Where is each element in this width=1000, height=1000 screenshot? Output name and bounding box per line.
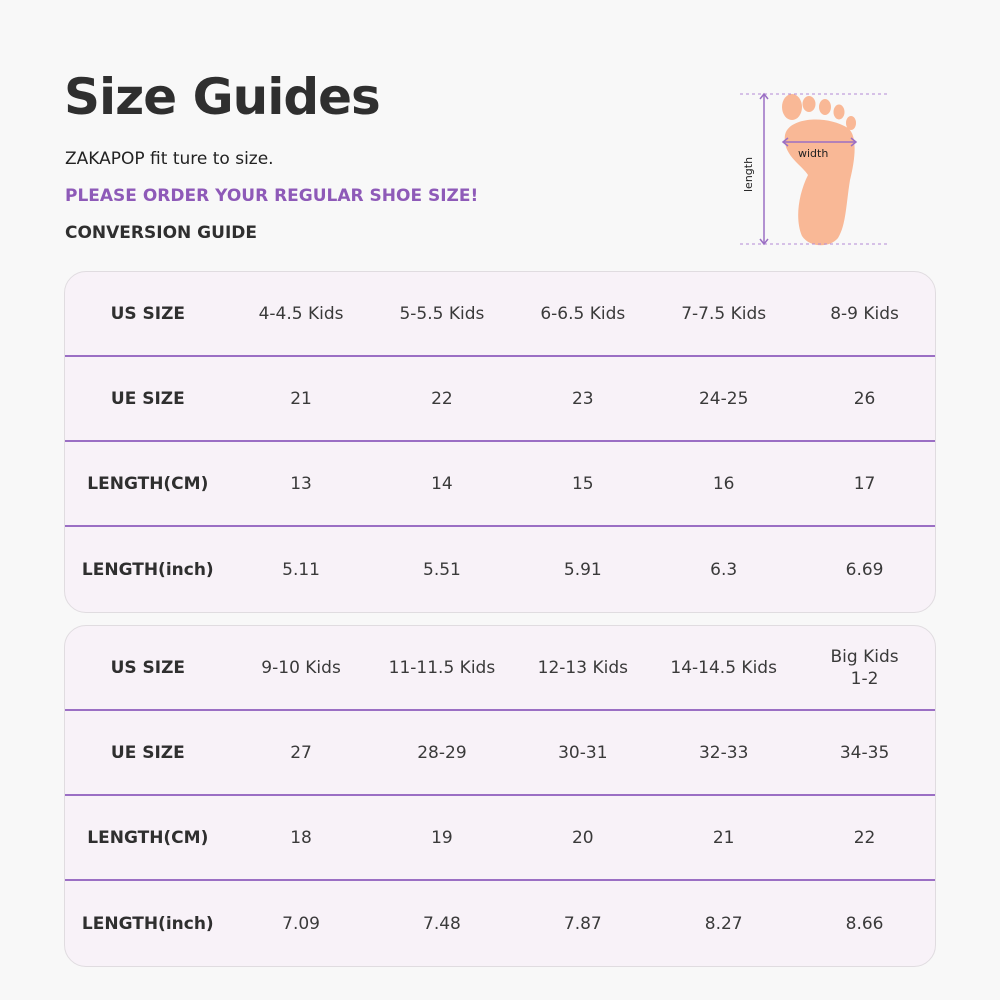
table-row: LENGTH(CM) 18 19 20 21 22 [65,796,935,881]
table-cell: 12-13 Kids [537,657,628,678]
table-cell: 26 [853,388,876,409]
size-table-1: US SIZE 4-4.5 Kids 5-5.5 Kids 6-6.5 Kids 7-7… [64,271,936,613]
table-cell: 20 [571,827,594,848]
size-table-2: US SIZE 9-10 Kids 11-11.5 Kids 12-13 Kids 14… [64,625,936,967]
table-cell: 6-6.5 Kids [540,303,626,324]
table-cell: 15 [571,473,594,494]
row-label: UE SIZE [110,388,185,409]
order-notice: PLEASE ORDER YOUR REGULAR SHOE SIZE! [65,186,479,206]
table-cell: 16 [712,473,735,494]
section-heading: CONVERSION GUIDE [65,223,257,243]
table-row: UE SIZE 21 22 23 24-25 26 [65,357,935,442]
table-cell: 7.87 [563,913,602,934]
length-label: length [742,157,755,192]
row-label: LENGTH(inch) [81,913,214,934]
table-cell: 5.11 [282,559,320,580]
row-label: US SIZE [110,303,186,324]
table-cell: 28-29 [417,742,467,763]
table-cell: 7.09 [282,913,320,934]
page-title: Size Guides [64,68,381,126]
table-cell: 14-14.5 Kids [670,657,777,678]
foot-measurement-diagram: width length [740,92,890,246]
table-row: LENGTH(inch) 5.11 5.51 5.91 6.3 6.69 [65,527,935,612]
table-cell: 34-35 [839,742,890,763]
table-cell: 14 [431,473,453,494]
table-cell: 5.51 [423,559,461,580]
table-cell: 7.48 [423,913,461,934]
row-label: UE SIZE [110,742,185,763]
table-cell: 18 [290,827,312,848]
table-cell: 8.27 [704,913,743,934]
table-cell: 5-5.5 Kids [399,303,485,324]
table-row: UE SIZE 27 28-29 30-31 32-33 34-35 [65,711,935,796]
table-cell: Big Kids 1-2 [830,646,899,689]
row-label: LENGTH(inch) [81,559,214,580]
length-arrow [759,92,769,246]
table-row: US SIZE 4-4.5 Kids 5-5.5 Kids 6-6.5 Kids 7-7… [65,272,935,357]
table-cell: 30-31 [558,742,608,763]
table-row: LENGTH(CM) 13 14 15 16 17 [65,442,935,527]
row-label: LENGTH(CM) [87,827,209,848]
row-label: LENGTH(CM) [87,473,209,494]
table-cell: 21 [712,827,735,848]
table-cell: 6.3 [710,559,738,580]
width-arrow [781,137,858,147]
table-cell: 21 [290,388,312,409]
foot-icon [782,94,856,246]
table-cell: 4-4.5 Kids [258,303,344,324]
table-cell: 27 [290,742,312,763]
table-cell: 23 [571,388,594,409]
table-cell: 22 [853,827,876,848]
table-cell: 6.69 [845,559,884,580]
table-cell: 11-11.5 Kids [388,657,496,678]
fit-note: ZAKAPOP fit ture to size. [65,149,274,169]
row-label: US SIZE [110,657,186,678]
table-cell: 8-9 Kids [830,303,899,324]
table-cell: 19 [431,827,453,848]
width-label: width [798,147,828,160]
table-cell: 22 [431,388,453,409]
table-cell: 7-7.5 Kids [681,303,767,324]
table-cell: 9-10 Kids [261,657,341,678]
table-cell: 5.91 [563,559,602,580]
table-cell: 13 [290,473,312,494]
table-cell: 8.66 [845,913,884,934]
table-cell: 17 [853,473,876,494]
table-cell: 32-33 [698,742,749,763]
table-cell: 24-25 [698,388,749,409]
table-row: US SIZE 9-10 Kids 11-11.5 Kids 12-13 Kids 14… [65,626,935,711]
table-row: LENGTH(inch) 7.09 7.48 7.87 8.27 8.66 [65,881,935,966]
